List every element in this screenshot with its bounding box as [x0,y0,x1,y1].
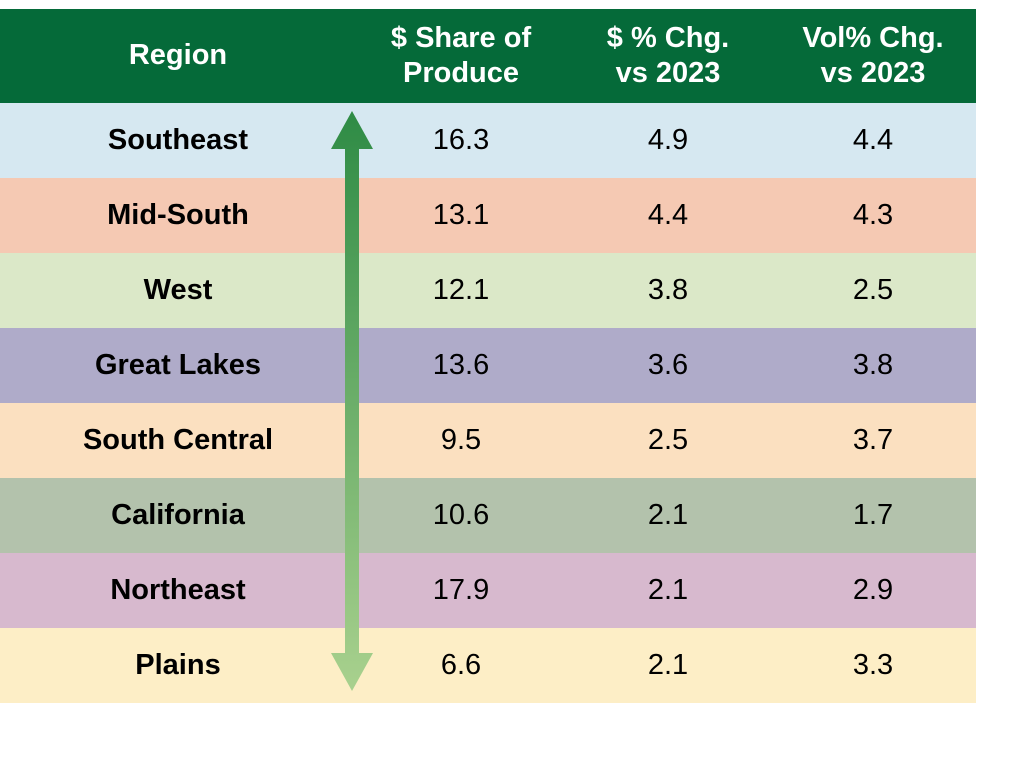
table-row-southeast: Southeast 16.3 4.9 4.4 [0,103,976,178]
table-row-south-central: South Central 9.5 2.5 3.7 [0,403,976,478]
share-cell: 12.1 [432,274,490,306]
region-cell: South Central [82,424,274,456]
dollar-chg-cell: 2.1 [647,574,689,606]
table-row-mid-south: Mid-South 13.1 4.4 4.3 [0,178,976,253]
dollar-chg-cell: 2.1 [647,499,689,531]
region-cell: Plains [135,649,221,681]
dollar-chg-cell: 3.6 [647,349,689,381]
share-cell: 17.9 [432,574,490,606]
dollar-chg-cell: 4.9 [647,124,689,156]
col-header-vol-chg: Vol% Chg. vs 2023 [802,21,944,89]
col-header-dollar-chg: $ % Chg. vs 2023 [606,21,730,89]
share-cell: 6.6 [440,649,482,681]
region-produce-table: Region $ Share of Produce $ % Chg. vs 20… [0,9,976,703]
col-header-share: $ Share of Produce [390,21,532,89]
region-cell: Southeast [107,124,249,156]
vol-chg-cell: 4.4 [852,124,894,156]
share-cell: 13.1 [432,199,490,231]
vol-chg-cell: 3.7 [852,424,894,456]
table-row-great-lakes: Great Lakes 13.6 3.6 3.8 [0,328,976,403]
table-wrap: Region $ Share of Produce $ % Chg. vs 20… [0,9,976,703]
vol-chg-cell: 2.5 [852,274,894,306]
share-cell: 9.5 [440,424,482,456]
table-row-northeast: Northeast 17.9 2.1 2.9 [0,553,976,628]
table-row-west: West 12.1 3.8 2.5 [0,253,976,328]
share-cell: 13.6 [432,349,490,381]
region-cell: Northeast [110,574,246,606]
vol-chg-cell: 3.8 [852,349,894,381]
region-cell: West [143,274,213,306]
region-cell: Great Lakes [94,349,262,381]
table-row-plains: Plains 6.6 2.1 3.3 [0,628,976,703]
vol-chg-cell: 2.9 [852,574,894,606]
vol-chg-cell: 4.3 [852,199,894,231]
table-row-california: California 10.6 2.1 1.7 [0,478,976,553]
share-cell: 16.3 [432,124,490,156]
col-header-region: Region [128,39,228,72]
table-body: Southeast 16.3 4.9 4.4 Mid-South 13.1 4.… [0,103,976,703]
header-row: Region $ Share of Produce $ % Chg. vs 20… [0,9,976,103]
dollar-chg-cell: 2.5 [647,424,689,456]
region-cell: Mid-South [107,199,249,231]
share-cell: 10.6 [432,499,490,531]
dollar-chg-cell: 2.1 [647,649,689,681]
vol-chg-cell: 3.3 [852,649,894,681]
region-cell: California [111,499,245,531]
vol-chg-cell: 1.7 [852,499,894,531]
dollar-chg-cell: 4.4 [647,199,689,231]
dollar-chg-cell: 3.8 [647,274,689,306]
